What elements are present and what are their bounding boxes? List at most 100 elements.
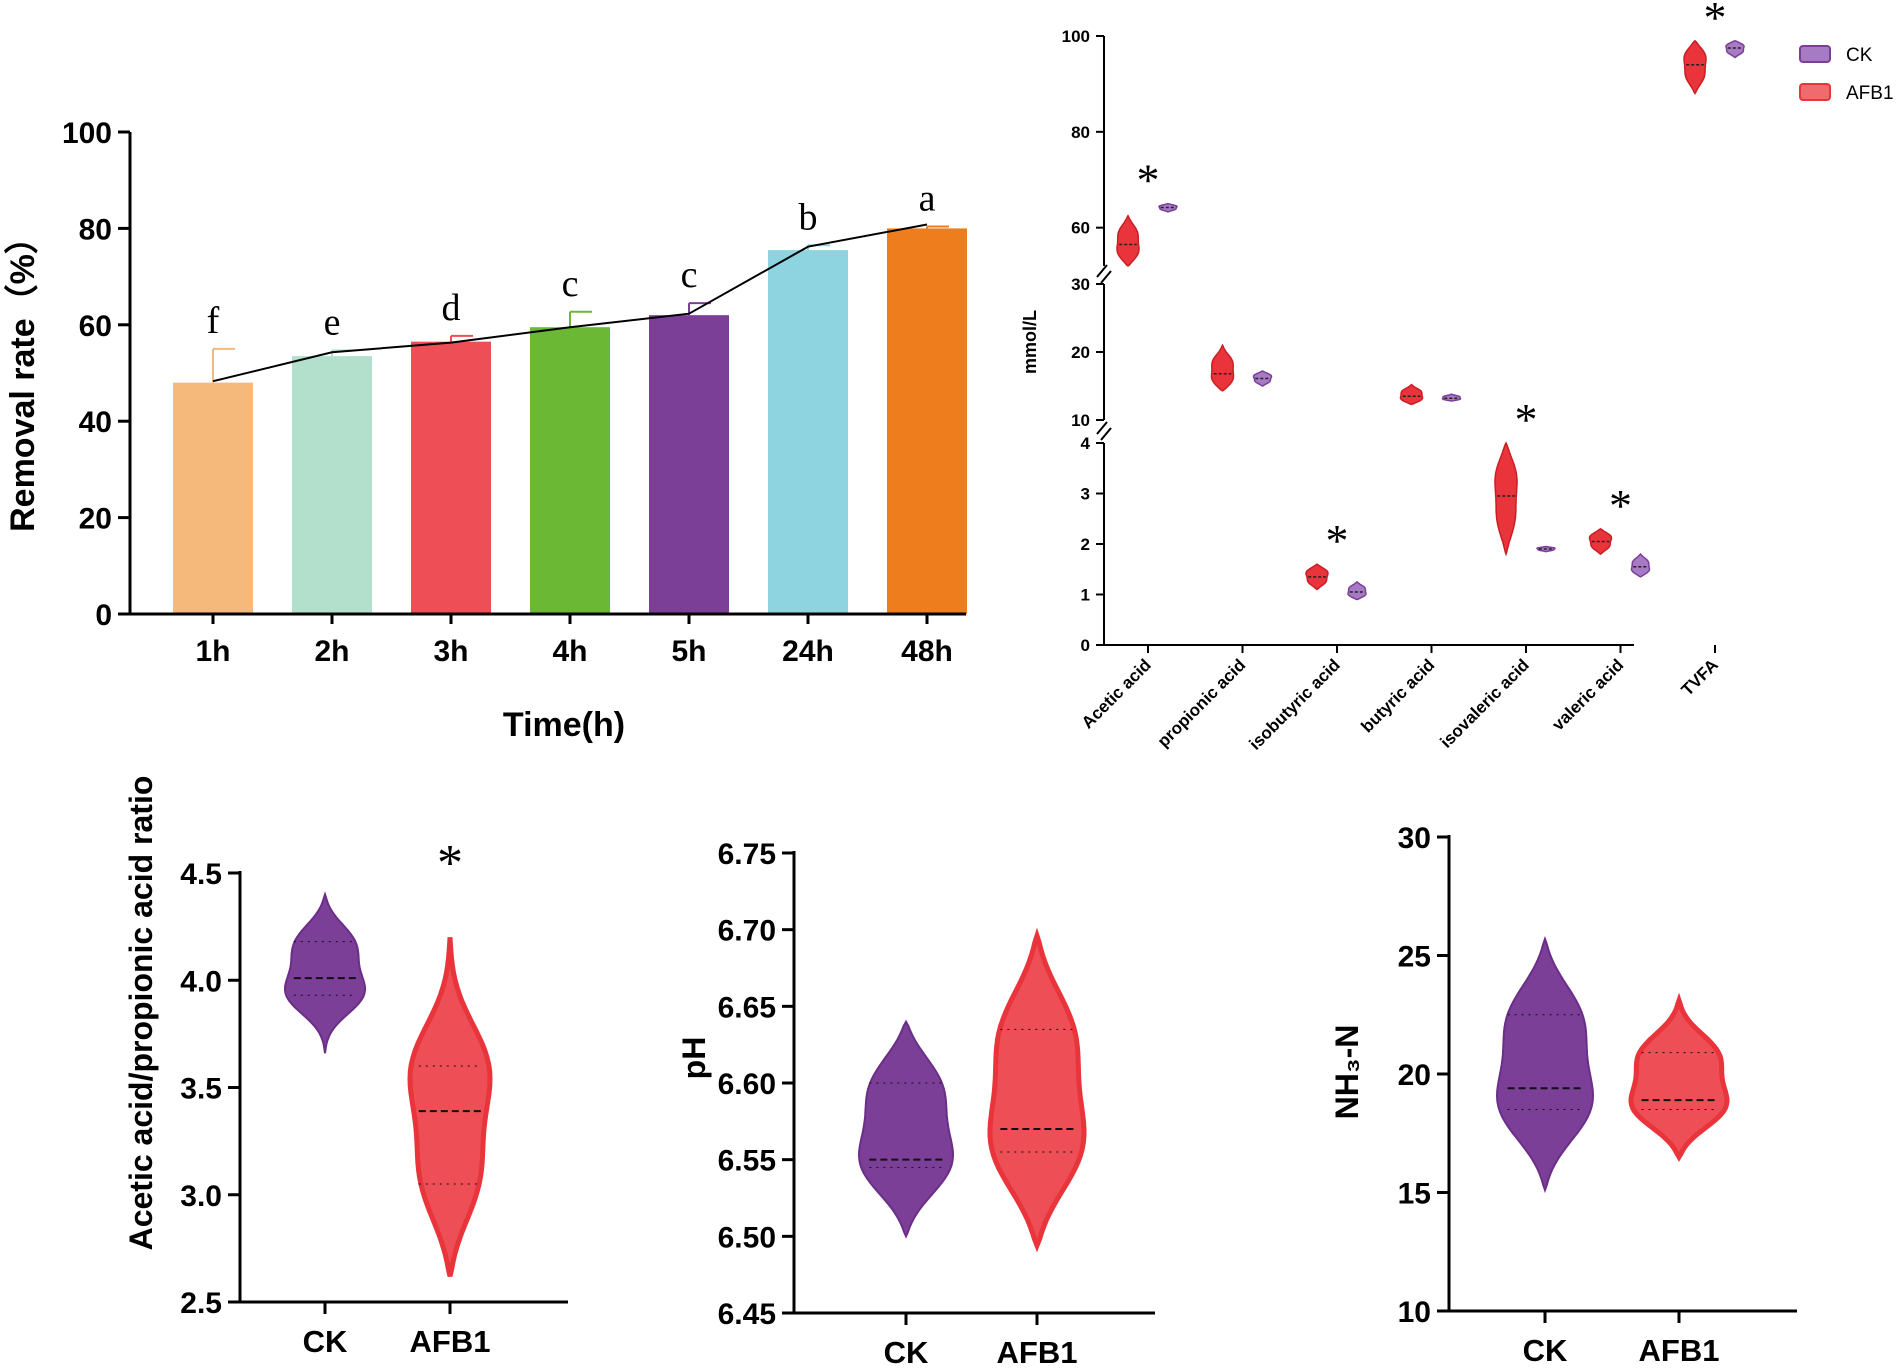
ph-plot: CK AFB1 6.45 6.50 6.55 6.60 6.65 6.70 6.75 [718, 838, 1155, 1368]
bar-4h [530, 327, 610, 614]
y-tick-label-30: 30 [1398, 822, 1431, 855]
violin-afb1-TVFA [1683, 39, 1707, 95]
vfa-x-tick-label-valeric-acid: valeric acid [1548, 655, 1627, 734]
ratio-y-title: Acetic acid/propionic acid ratio [123, 776, 159, 1251]
nh3-y-title: NH₃-N [1329, 1025, 1365, 1120]
y-tick-label-4.0: 4.0 [180, 965, 222, 998]
vfa-x-tick-label-isovaleric-acid: isovaleric acid [1437, 655, 1533, 751]
letter-5h: c [681, 254, 698, 296]
violin-afb1-isobutyric-acid [1305, 563, 1329, 591]
x-tick-label-24h: 24h [782, 635, 834, 668]
x-tick-label-ck: CK [884, 1335, 929, 1368]
vfa-x-tick-label-propionic-acid: propionic acid [1154, 655, 1250, 751]
significance-star-valeric-acid: * [1609, 480, 1632, 531]
violin-afb1-isovaleric-acid [1494, 441, 1518, 557]
x-tick-label-4h: 4h [552, 635, 587, 668]
removal-y-title: Removal rate（%） [3, 220, 42, 532]
y-tick-label-80: 80 [79, 213, 112, 246]
letter-3h: d [442, 287, 461, 329]
x-tick-label-ck: CK [1523, 1333, 1568, 1368]
violin-ck [1495, 935, 1595, 1194]
significance-star-isobutyric-acid: * [1326, 515, 1349, 566]
vfa-y-tick-label-0: 0 [1081, 636, 1090, 655]
violin-afb1-propionic-acid [1210, 343, 1235, 392]
letter-48h: a [919, 177, 936, 219]
violin-afb1 [407, 937, 493, 1277]
vfa-y-tick-label-30: 30 [1071, 275, 1090, 294]
significance-star-TVFA: * [1704, 0, 1727, 43]
bar-24h [768, 250, 848, 614]
y-tick-label-60: 60 [79, 310, 112, 343]
x-tick-label-ck: CK [303, 1324, 348, 1359]
legend-label-ck: CK [1846, 45, 1873, 66]
letter-24h: b [799, 196, 818, 238]
violin-afb1 [987, 927, 1087, 1253]
violin-afb1 [1628, 992, 1730, 1162]
y-tick-label-40: 40 [79, 406, 112, 439]
significance-star-isovaleric-acid: * [1515, 394, 1538, 445]
violin-afb1-valeric-acid [1588, 528, 1613, 555]
y-tick-label-6.70: 6.70 [718, 915, 776, 948]
y-tick-label-3.5: 3.5 [180, 1073, 222, 1106]
nh3-plot: CK AFB1 10 15 20 25 30 [1398, 822, 1797, 1368]
vfa-x-tick-label-Acetic-acid: Acetic acid [1078, 655, 1155, 732]
vfa-x-tick-label-butyric-acid: butyric acid [1357, 655, 1438, 736]
removal-chart: f e d c c b a 0 20 40 60 80 100 1h 2h 3h 4h 5h 24h 48h Ti… [3, 117, 967, 744]
vfa-violins [1116, 39, 1745, 601]
violin-ck-valeric-acid [1630, 553, 1651, 578]
ph-chart: CK AFB1 6.45 6.50 6.55 6.60 6.65 6.70 6.75 pH [676, 838, 1155, 1368]
y-tick-label-2.5: 2.5 [180, 1287, 222, 1320]
legend-swatch-afb1 [1799, 83, 1831, 101]
x-tick-label-afb1: AFB1 [997, 1335, 1078, 1368]
ph-y-title: pH [676, 1037, 712, 1080]
vfa-axis-break-lower [1100, 427, 1112, 441]
y-tick-label-4.5: 4.5 [180, 858, 222, 891]
y-tick-label-20: 20 [1398, 1059, 1431, 1092]
letter-1h: f [207, 300, 220, 342]
bar-1h [173, 382, 253, 614]
removal-bars [173, 228, 967, 614]
bar-2h [292, 356, 372, 614]
bar-5h [649, 315, 729, 614]
x-tick-label-afb1: AFB1 [410, 1324, 491, 1359]
y-tick-label-6.55: 6.55 [718, 1145, 776, 1178]
x-tick-label-48h: 48h [901, 635, 953, 668]
x-tick-label-afb1: AFB1 [1639, 1333, 1720, 1368]
vfa-chart: 0 1 2 3 4 10 20 30 60 80 100 * * * * * Acetic acidprop… [1020, 0, 1894, 754]
removal-y-ticks: 0 20 40 60 80 100 [62, 117, 130, 632]
y-tick-label-6.45: 6.45 [718, 1298, 776, 1331]
removal-significance-letters: f e d c c b a [207, 177, 936, 343]
significance-star-Acetic-acid: * [1137, 155, 1160, 206]
x-tick-label-1h: 1h [195, 635, 230, 668]
violin-ck [284, 891, 366, 1054]
y-tick-label-10: 10 [1398, 1296, 1431, 1329]
y-tick-label-20: 20 [79, 503, 112, 536]
y-tick-label-6.60: 6.60 [718, 1068, 776, 1101]
y-tick-label-15: 15 [1398, 1178, 1431, 1211]
violin-ck-TVFA [1725, 40, 1745, 59]
y-tick-label-6.50: 6.50 [718, 1221, 776, 1254]
vfa-axis-break-upper [1096, 264, 1108, 278]
legend-label-afb1: AFB1 [1846, 83, 1894, 104]
vfa-y-tick-label-20: 20 [1071, 343, 1090, 362]
legend-swatch-ck [1799, 45, 1831, 63]
vfa-y-title: mmol/L [1020, 310, 1040, 374]
y-tick-label-6.75: 6.75 [718, 838, 776, 871]
vfa-y-tick-label-60: 60 [1071, 219, 1090, 238]
ratio-chart: CK AFB1 2.5 3.0 3.5 4.0 4.5 * Acetic acid/propi… [123, 776, 568, 1359]
removal-x-ticks: 1h 2h 3h 4h 5h 24h 48h [195, 614, 953, 668]
bar-3h [411, 341, 491, 614]
vfa-axis-break-lower [1096, 421, 1108, 435]
letter-2h: e [324, 301, 341, 343]
removal-trend-line [212, 223, 928, 383]
vfa-y-tick-label-2: 2 [1081, 535, 1090, 554]
vfa-y-tick-label-100: 100 [1062, 27, 1090, 46]
removal-x-title: Time(h) [503, 706, 625, 744]
violin-ck-isobutyric-acid [1347, 581, 1367, 601]
vfa-y-tick-label-80: 80 [1071, 123, 1090, 142]
vfa-legend: CK AFB1 [1799, 45, 1894, 104]
x-tick-label-5h: 5h [671, 635, 706, 668]
y-tick-label-6.65: 6.65 [718, 991, 776, 1024]
ratio-plot: CK AFB1 2.5 3.0 3.5 4.0 4.5 * [180, 835, 568, 1359]
